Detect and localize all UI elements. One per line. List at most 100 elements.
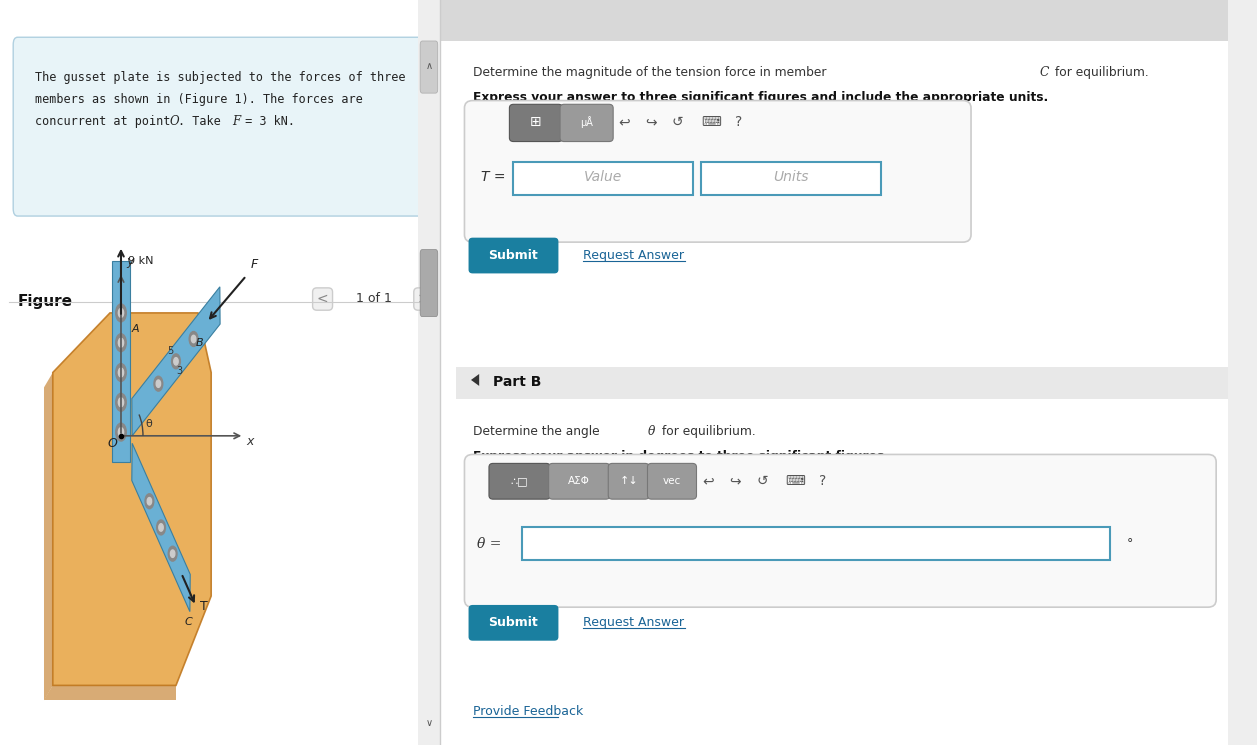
- Text: O: O: [170, 115, 178, 128]
- Text: Value: Value: [585, 171, 622, 184]
- Bar: [522, 527, 1110, 560]
- Circle shape: [116, 393, 126, 411]
- Text: >: >: [417, 292, 430, 306]
- Text: ↩: ↩: [618, 115, 630, 129]
- Text: = 3 kN.: = 3 kN.: [239, 115, 295, 128]
- FancyBboxPatch shape: [469, 605, 558, 641]
- Text: Figure: Figure: [18, 294, 73, 309]
- Text: 5: 5: [167, 346, 173, 356]
- Text: members as shown in (Figure 1). The forces are: members as shown in (Figure 1). The forc…: [35, 93, 363, 106]
- Circle shape: [173, 358, 178, 365]
- FancyBboxPatch shape: [509, 104, 562, 142]
- Circle shape: [191, 335, 196, 343]
- FancyBboxPatch shape: [420, 250, 437, 317]
- Text: The gusset plate is subjected to the forces of three: The gusset plate is subjected to the for…: [35, 71, 406, 83]
- Text: ΑΣΦ: ΑΣΦ: [568, 476, 591, 486]
- Circle shape: [189, 332, 197, 346]
- Text: C: C: [185, 617, 192, 627]
- Polygon shape: [132, 443, 190, 612]
- Text: T =: T =: [481, 171, 505, 184]
- FancyBboxPatch shape: [608, 463, 649, 499]
- Text: A: A: [132, 323, 140, 334]
- Text: x: x: [246, 435, 254, 448]
- Text: F: F: [231, 115, 240, 128]
- Text: ?: ?: [734, 115, 742, 129]
- Circle shape: [158, 524, 163, 531]
- Circle shape: [118, 308, 123, 317]
- Text: Express your answer in degrees to three significant figures.: Express your answer in degrees to three …: [473, 450, 889, 463]
- Text: B: B: [196, 338, 204, 349]
- Text: θ: θ: [146, 419, 152, 429]
- Bar: [440, 0, 1257, 41]
- Bar: [456, 45, 1241, 298]
- Text: θ: θ: [649, 425, 656, 437]
- FancyBboxPatch shape: [548, 463, 610, 499]
- Bar: [1228, 0, 1257, 745]
- Text: Request Answer: Request Answer: [583, 616, 684, 630]
- Text: °: °: [1128, 536, 1134, 550]
- Text: ↑↓: ↑↓: [620, 476, 639, 486]
- Text: Determine the magnitude of the tension force in member: Determine the magnitude of the tension f…: [473, 66, 830, 78]
- Text: μÅ: μÅ: [581, 116, 593, 128]
- Text: <: <: [317, 292, 328, 306]
- Text: Submit: Submit: [489, 249, 538, 262]
- Text: concurrent at point: concurrent at point: [35, 115, 177, 128]
- Text: ↺: ↺: [755, 475, 768, 488]
- Text: O: O: [108, 437, 118, 450]
- Circle shape: [171, 550, 175, 557]
- Text: Provide Feedback: Provide Feedback: [473, 705, 583, 718]
- Text: ⊞: ⊞: [530, 115, 542, 129]
- Circle shape: [156, 380, 161, 387]
- Text: Request Answer: Request Answer: [583, 249, 684, 262]
- Text: ?: ?: [818, 475, 826, 488]
- Text: ↩: ↩: [703, 475, 714, 488]
- Text: θ =: θ =: [476, 537, 502, 551]
- Text: for equilibrium.: for equilibrium.: [659, 425, 755, 437]
- Polygon shape: [471, 374, 479, 386]
- Text: vec: vec: [662, 476, 681, 486]
- Polygon shape: [112, 261, 129, 462]
- Bar: [701, 162, 881, 195]
- Text: F: F: [250, 259, 258, 271]
- Polygon shape: [44, 685, 176, 700]
- Text: ∧: ∧: [425, 60, 432, 71]
- Text: 9 kN: 9 kN: [128, 256, 153, 266]
- Text: ↪: ↪: [645, 115, 656, 129]
- Circle shape: [118, 398, 123, 407]
- Bar: [417, 0, 440, 745]
- Bar: [456, 367, 1241, 399]
- FancyBboxPatch shape: [465, 101, 972, 242]
- Text: ∴□: ∴□: [510, 476, 528, 486]
- Text: ⌨: ⌨: [701, 115, 722, 129]
- Text: 3: 3: [176, 367, 182, 376]
- Circle shape: [116, 364, 126, 381]
- Text: ∨: ∨: [425, 717, 432, 728]
- FancyBboxPatch shape: [647, 463, 696, 499]
- Circle shape: [118, 338, 123, 347]
- Text: 1 of 1: 1 of 1: [357, 292, 392, 305]
- Text: C: C: [1040, 66, 1050, 78]
- Circle shape: [145, 494, 153, 509]
- Text: T: T: [200, 600, 207, 613]
- Circle shape: [147, 498, 152, 505]
- FancyBboxPatch shape: [489, 463, 551, 499]
- Circle shape: [171, 354, 180, 369]
- Text: ↪: ↪: [729, 475, 740, 488]
- Polygon shape: [53, 313, 211, 685]
- Text: y: y: [126, 256, 133, 268]
- FancyBboxPatch shape: [469, 238, 558, 273]
- FancyBboxPatch shape: [420, 41, 437, 93]
- Text: . Take: . Take: [178, 115, 228, 128]
- Text: Express your answer to three significant figures and include the appropriate uni: Express your answer to three significant…: [473, 91, 1048, 104]
- FancyBboxPatch shape: [465, 454, 1217, 607]
- Polygon shape: [44, 372, 53, 700]
- Polygon shape: [132, 287, 220, 436]
- Text: for equilibrium.: for equilibrium.: [1051, 66, 1149, 78]
- Text: Units: Units: [773, 171, 810, 184]
- Circle shape: [168, 546, 177, 561]
- Text: ⌨: ⌨: [786, 475, 806, 488]
- Bar: [514, 162, 694, 195]
- Text: Determine the angle: Determine the angle: [473, 425, 603, 437]
- Circle shape: [116, 304, 126, 322]
- Circle shape: [118, 368, 123, 377]
